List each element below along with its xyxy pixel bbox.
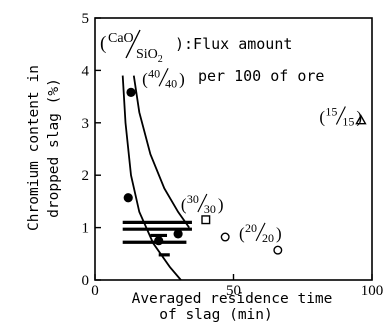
flux-note-numerator: CaO [108,31,134,46]
series-label-denominator: 20 [262,231,274,245]
svg-text:(: ( [181,195,187,214]
y-tick-label: 4 [82,63,90,79]
flux-note-line2: per 100 of ore [198,67,324,85]
series-label-numerator: 20 [245,221,257,235]
svg-text:): ) [276,224,282,243]
svg-text:(: ( [239,224,245,243]
series-label: (15 15) [319,105,362,129]
series-label: (30 30) [181,192,224,216]
data-point-filled-circle [126,87,136,98]
series-label-numerator: 40 [148,66,160,80]
data-point-open-circle [273,245,283,255]
boundary-curve [132,75,190,229]
svg-text:(: ( [319,108,325,127]
plot-marks [121,75,367,281]
svg-text:): ) [218,195,224,214]
svg-text:): ) [356,108,362,127]
x-tick-label: 100 [361,283,384,299]
series-label-numerator: 15 [325,105,337,119]
series-label-denominator: 30 [204,202,216,216]
y-tick-label: 3 [82,116,90,132]
x-tick-label: 0 [91,283,99,299]
svg-text:(: ( [142,69,148,88]
y-tick-label: 2 [82,168,90,184]
x-axis-label: Averaged residence time [132,291,333,307]
x-axis-label-line2: of slag (min) [159,307,273,323]
data-point-filled-circle [154,236,164,246]
y-axis-label: Chromium content in [26,65,42,231]
data-point-filled-circle [123,193,133,203]
data-point-open-circle [220,232,230,242]
svg-text:): ) [179,69,185,88]
boundary-curve [121,75,182,281]
data-point-filled-circle [173,229,183,239]
svg-text:(: ( [100,33,106,54]
data-point-open-triangle [355,114,367,125]
y-tick-label: 5 [82,11,90,27]
y-tick-label: 1 [82,221,90,237]
series-label: (20 20) [239,221,282,245]
data-point-open-square [201,215,211,225]
series-label-denominator: 15 [342,115,354,129]
y-tick-label: 0 [82,273,90,289]
series-label-numerator: 30 [187,192,199,206]
y-axis-label-line2: dropped slag (%) [46,78,62,218]
series-label: (40 40) [142,66,185,90]
series-label-denominator: 40 [165,76,177,90]
x-tick-label: 50 [226,283,241,299]
flux-note-text: ):Flux amount [175,35,292,53]
flux-note-denominator: SiO2 [136,47,163,65]
